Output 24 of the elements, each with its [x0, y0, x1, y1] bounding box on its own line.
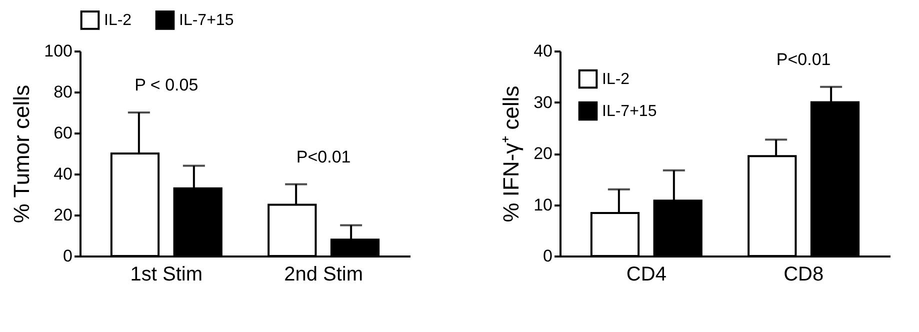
y-tick-label: 40 — [54, 164, 72, 184]
x-tick-label: CD8 — [784, 264, 824, 286]
y-tick-label: 10 — [534, 195, 552, 214]
y-tick-label: 100 — [44, 42, 72, 60]
y-tick-label: 20 — [54, 206, 72, 224]
y-tick-label: 40 — [534, 42, 552, 60]
y-tick-label: 30 — [534, 92, 552, 112]
y-tick-label: 0 — [63, 246, 72, 266]
y-tick-label: 60 — [54, 124, 72, 142]
y-tick-label: 20 — [534, 144, 552, 163]
x-tick-label: 2nd Stim — [284, 264, 364, 286]
annotation: P < 0.05 — [134, 76, 198, 94]
y-axis-title: % IFN-γ⁺ cells — [498, 86, 524, 222]
annotation: P<0.01 — [776, 50, 831, 69]
annotation: P<0.01 — [296, 147, 351, 166]
legend-label: IL-2 — [104, 12, 132, 30]
x-tick-label: CD4 — [626, 264, 666, 286]
y-tick-label: 80 — [54, 82, 72, 102]
legend-label: IL-7+15 — [602, 103, 657, 120]
y-tick-label: 0 — [543, 246, 552, 266]
y-axis-title: % Tumor cells — [9, 84, 34, 224]
x-tick-label: 1st Stim — [130, 264, 203, 286]
legend-label: IL-2 — [602, 71, 630, 88]
legend-label: IL-7+15 — [179, 12, 234, 30]
